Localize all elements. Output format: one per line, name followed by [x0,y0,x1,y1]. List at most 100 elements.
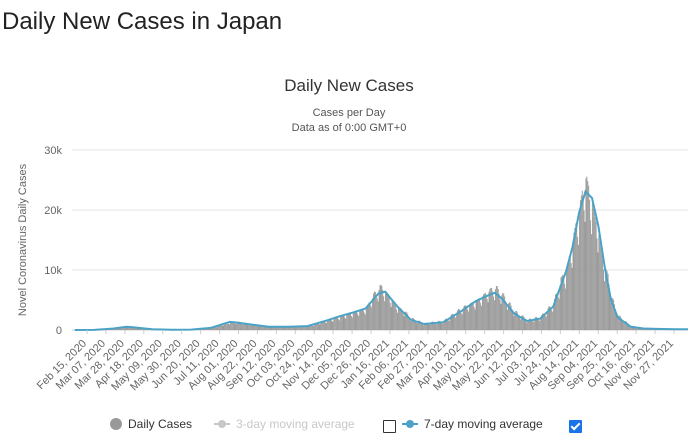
daily-case-bar [357,314,359,330]
toggle-7-day-average-checkbox[interactable] [569,420,582,433]
daily-case-bar [604,269,606,330]
daily-case-bar [417,321,419,330]
daily-case-bar [240,322,241,330]
daily-case-bar [455,317,457,330]
legend-daily-cases[interactable]: Daily Cases [110,417,192,431]
daily-case-bar [407,313,409,330]
daily-case-bar [397,312,399,330]
daily-case-bar [361,309,363,330]
daily-case-bar [586,176,588,330]
daily-case-bar [291,326,293,330]
daily-case-bar [409,318,411,330]
daily-case-bar [461,314,463,330]
daily-case-bar [333,318,335,330]
daily-case-bar [262,325,264,330]
daily-case-bar [304,326,306,330]
daily-case-bar [468,311,470,330]
daily-case-bar [253,324,254,330]
daily-case-bar [426,322,428,330]
daily-case-bar [213,327,215,330]
daily-case-bar [574,228,576,330]
daily-case-bar [579,200,581,330]
daily-case-bar [458,309,460,330]
legend-7-day-average[interactable]: 7-day moving average [402,417,543,431]
daily-case-bar [287,327,289,330]
daily-case-bar [446,319,448,330]
daily-case-bar [585,178,587,330]
daily-case-bar [591,203,593,330]
daily-case-bar [610,302,612,330]
daily-case-bar [300,327,302,330]
daily-case-bar [395,305,397,330]
daily-case-bar [393,300,395,330]
daily-case-bar [305,326,307,330]
daily-case-bar [289,326,290,330]
daily-case-bar [218,325,220,330]
daily-case-bars [74,176,688,330]
y-tick-label: 20k [44,205,62,217]
daily-case-bar [217,326,218,330]
daily-case-bar [297,326,299,330]
daily-case-bar [362,310,364,330]
daily-case-bar [422,325,424,330]
daily-case-bar [253,325,255,330]
daily-case-bar [434,322,435,330]
daily-case-bar [382,289,384,330]
daily-case-bar [568,256,570,330]
daily-case-bar [318,324,320,330]
daily-case-bar [400,308,402,330]
daily-case-bar [293,327,295,330]
daily-case-bar [523,317,525,330]
y-tick-label: 30k [44,145,62,157]
daily-case-bar [265,326,266,330]
daily-case-bar [459,310,461,330]
daily-case-bar [476,299,478,330]
toggle-3-day-average-checkbox[interactable] [383,420,396,433]
daily-case-bar [458,308,459,330]
daily-case-bar [401,310,403,330]
daily-case-bar [366,306,368,330]
daily-case-bar [571,267,573,330]
daily-case-bar [119,328,121,330]
daily-case-bar [118,328,120,330]
daily-case-bar [499,299,501,330]
daily-case-bar [423,324,425,330]
daily-case-bar [371,307,373,330]
daily-case-bar [374,292,376,330]
daily-case-bar [323,321,325,330]
daily-case-bar [294,326,296,330]
daily-case-bar [620,317,622,330]
daily-case-bar [403,316,405,330]
daily-case-bar [592,208,594,330]
daily-case-bar [343,315,345,330]
daily-case-bar [309,325,311,330]
daily-case-bar [483,293,485,330]
daily-case-bar [419,320,421,330]
daily-case-bar [377,301,379,330]
daily-case-bar [603,281,605,330]
daily-case-bar [128,326,130,330]
daily-case-bar [516,310,518,330]
daily-case-bar [533,318,535,330]
daily-case-bar [505,300,507,330]
daily-case-bar [232,322,234,330]
daily-case-bar [582,195,584,330]
daily-case-bar [593,212,595,330]
daily-case-bar [587,181,589,330]
daily-case-bar [341,315,343,330]
daily-case-bar [553,304,555,330]
daily-case-bar [271,326,273,330]
daily-case-bar [229,323,231,330]
y-tick-label: 10k [44,265,62,277]
daily-case-bar [125,327,127,330]
legend-7-day-average-label: 7-day moving average [424,417,543,431]
daily-case-bar [440,321,442,330]
daily-case-bar [280,327,282,330]
daily-case-bar [464,305,466,330]
chart-legend: Daily Cases 3-day moving average 7-day m… [0,414,693,436]
daily-case-bar [472,303,474,330]
daily-case-bar [319,324,321,330]
daily-case-bar [277,326,279,330]
legend-3-day-average[interactable]: 3-day moving average [214,417,355,431]
daily-case-bar [281,326,283,330]
